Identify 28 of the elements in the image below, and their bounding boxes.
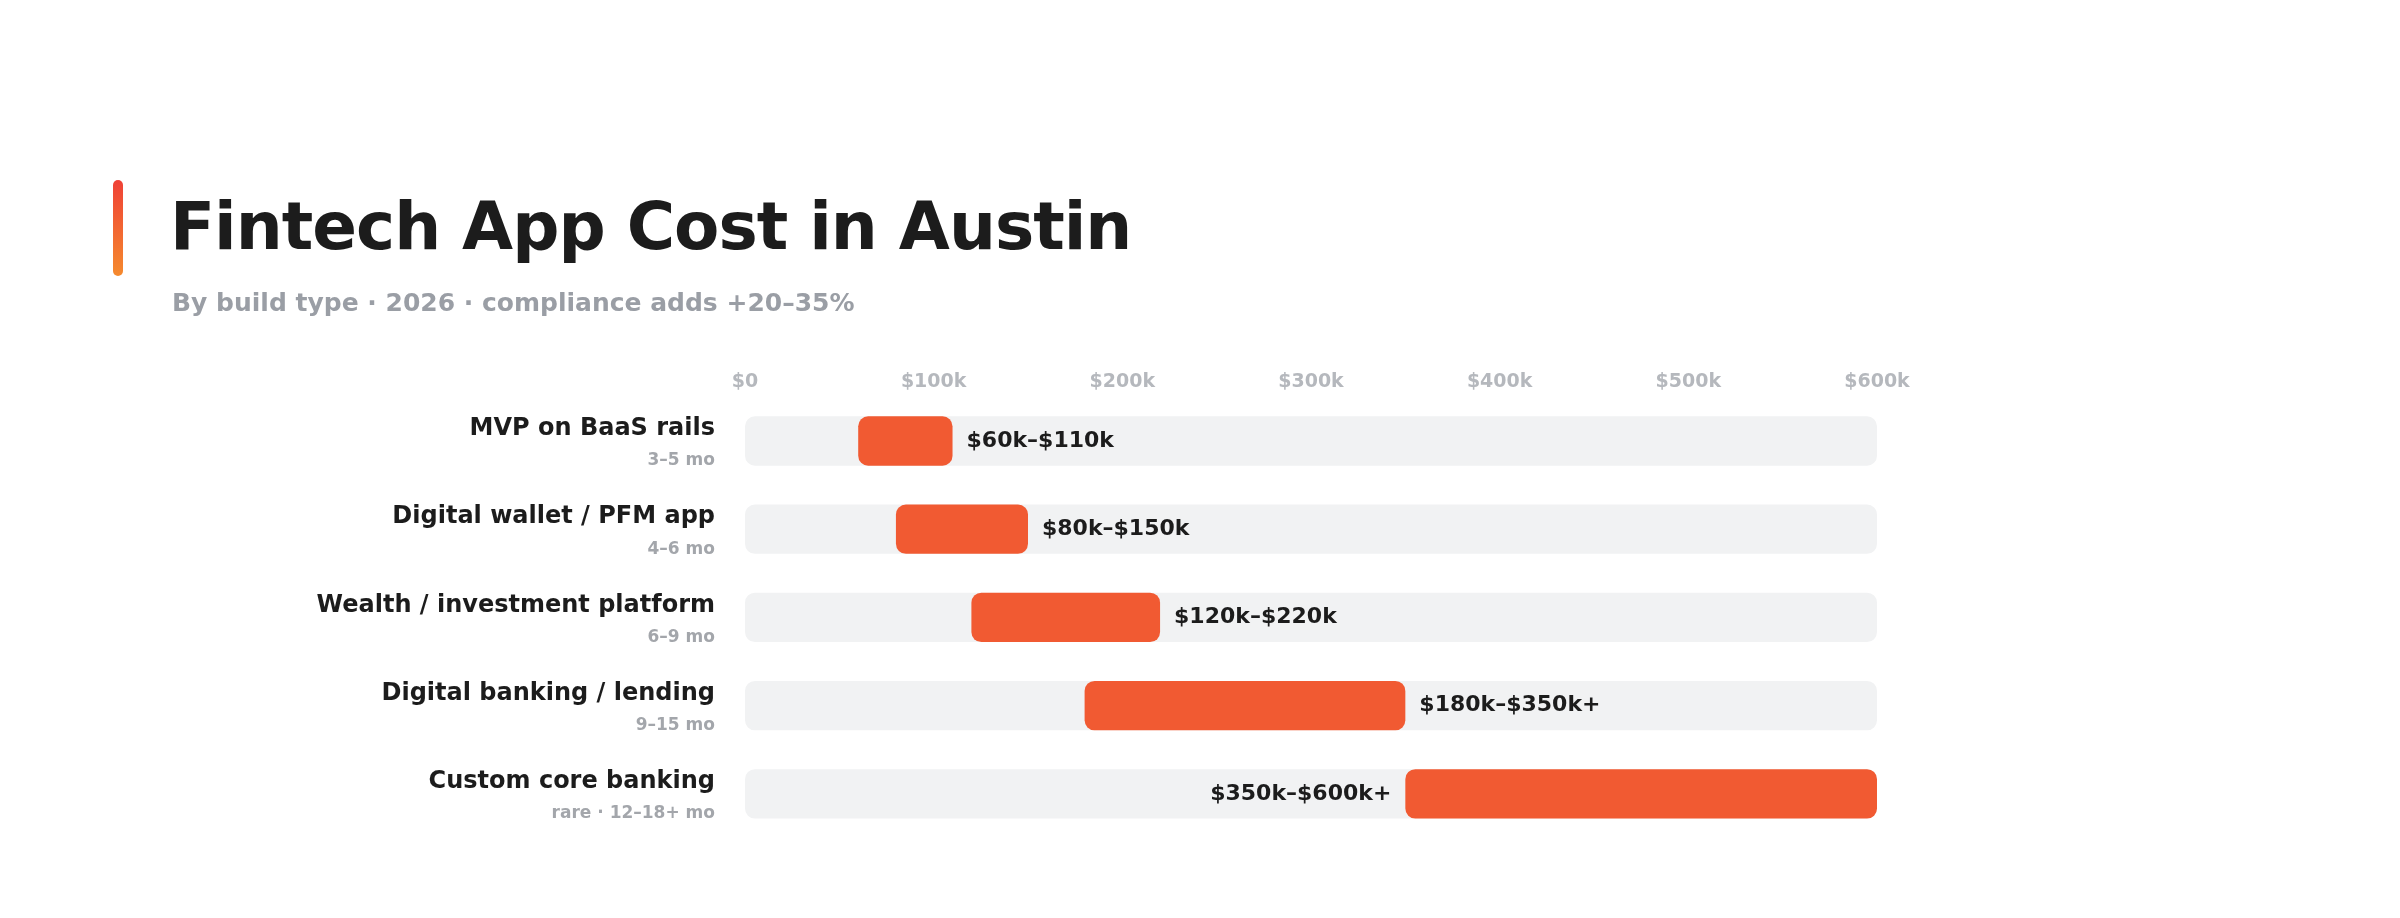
y-tick-label: Digital banking / lending — [381, 677, 715, 706]
y-tick-label: MVP on BaaS rails — [469, 413, 715, 442]
text: 9–15 mo — [635, 714, 715, 735]
x-tick-label: $300k — [1278, 369, 1345, 392]
x-tick-label: $0 — [731, 369, 759, 392]
annotation: $350k–$600k+ — [1210, 779, 1392, 805]
text: 3–5 mo — [647, 449, 715, 470]
text: 4–6 mo — [647, 537, 715, 558]
bar — [895, 504, 1028, 554]
annotation: $60k–$110k — [966, 426, 1116, 452]
bar — [858, 416, 953, 466]
x-tick-label: $500k — [1655, 369, 1722, 392]
text: 6–9 mo — [647, 625, 715, 646]
bar — [1084, 680, 1406, 731]
y-tick-label: Wealth / investment platform — [316, 589, 715, 618]
text: By build type · 2026 · compliance adds +20–35% — [172, 288, 855, 317]
y-tick-label: Digital wallet / PFM app — [392, 501, 715, 530]
text: rare · 12–18+ mo — [551, 802, 715, 823]
annotation: $80k–$150k — [1042, 514, 1191, 540]
x-tick-label: $200k — [1089, 369, 1156, 392]
x-tick-label: $600k — [1844, 369, 1911, 392]
annotation: $180k–$350k+ — [1419, 691, 1601, 717]
annotation: $120k–$220k — [1174, 603, 1339, 629]
x-tick-label: $400k — [1466, 369, 1533, 392]
chart-title: Fintech App Cost in Austin — [170, 188, 1132, 265]
x-tick-label: $100k — [900, 369, 967, 392]
bar — [971, 592, 1161, 643]
y-tick-label: Custom core banking — [428, 766, 715, 795]
